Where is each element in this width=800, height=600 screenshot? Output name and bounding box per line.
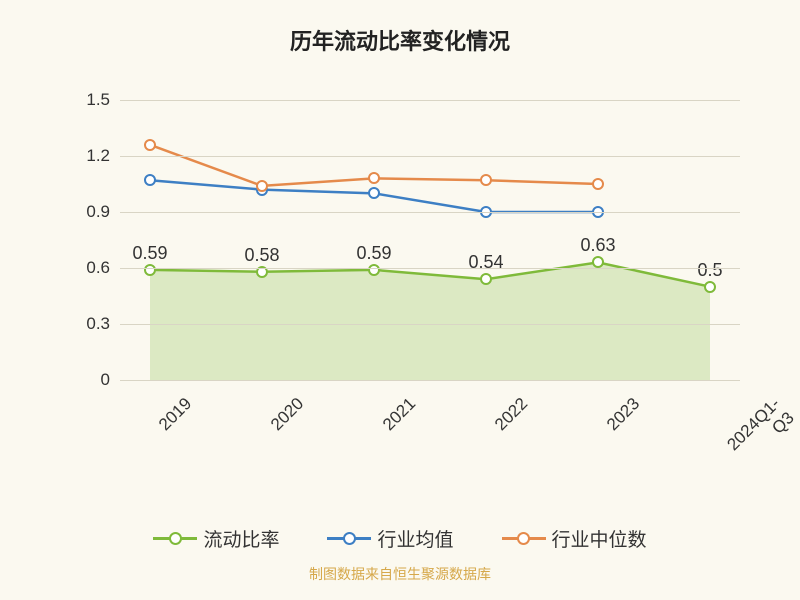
chart-title: 历年流动比率变化情况 <box>0 0 800 56</box>
series-point-current_ratio <box>592 256 604 268</box>
series-point-industry_mean <box>144 174 156 186</box>
data-label: 0.54 <box>468 252 503 273</box>
y-tick-label: 0.6 <box>60 258 110 278</box>
series-point-industry_median <box>368 172 380 184</box>
plot-area: 0.59 0.58 0.59 0.54 0.63 0.5 <box>120 100 740 380</box>
legend-marker <box>502 532 546 546</box>
series-point-industry_median <box>592 178 604 190</box>
data-label: 0.59 <box>132 243 167 264</box>
data-label: 0.5 <box>697 260 722 281</box>
gridline <box>120 324 740 325</box>
series-point-current_ratio <box>368 264 380 276</box>
series-area-current_ratio <box>150 262 710 380</box>
series-point-industry_median <box>256 180 268 192</box>
legend-label: 行业中位数 <box>552 525 647 552</box>
legend-marker <box>327 532 371 546</box>
series-point-current_ratio <box>704 281 716 293</box>
x-tick-label: 2021 <box>379 394 420 435</box>
x-tick-label: 2023 <box>603 394 644 435</box>
x-tick-label: 2024Q1-Q3 <box>723 394 798 469</box>
legend-label: 行业均值 <box>377 525 453 552</box>
legend-item-current_ratio: 流动比率 <box>153 525 279 552</box>
y-tick-label: 0.3 <box>60 314 110 334</box>
y-tick-label: 0 <box>60 370 110 390</box>
y-tick-label: 0.9 <box>60 202 110 222</box>
legend-item-industry_median: 行业中位数 <box>502 525 647 552</box>
gridline <box>120 380 740 381</box>
data-label: 0.63 <box>580 235 615 256</box>
y-tick-label: 1.5 <box>60 90 110 110</box>
gridline <box>120 156 740 157</box>
series-point-industry_median <box>480 174 492 186</box>
gridline <box>120 212 740 213</box>
gridline <box>120 100 740 101</box>
x-tick-label: 2022 <box>491 394 532 435</box>
gridline <box>120 268 740 269</box>
series-point-industry_mean <box>368 187 380 199</box>
series-point-current_ratio <box>144 264 156 276</box>
series-point-industry_median <box>144 139 156 151</box>
legend-marker <box>153 532 197 546</box>
chart-area: 00.30.60.91.21.5 0.590.580.590.540.630.5… <box>60 80 760 460</box>
x-tick-label: 2020 <box>267 394 308 435</box>
legend-label: 流动比率 <box>203 525 279 552</box>
series-point-current_ratio <box>480 273 492 285</box>
y-tick-label: 1.2 <box>60 146 110 166</box>
legend: 流动比率 行业均值 行业中位数 <box>0 525 800 552</box>
data-label: 0.59 <box>356 243 391 264</box>
x-tick-label: 2019 <box>155 394 196 435</box>
footnote: 制图数据来自恒生聚源数据库 <box>0 564 800 584</box>
data-label: 0.58 <box>244 245 279 266</box>
legend-item-industry_mean: 行业均值 <box>327 525 453 552</box>
